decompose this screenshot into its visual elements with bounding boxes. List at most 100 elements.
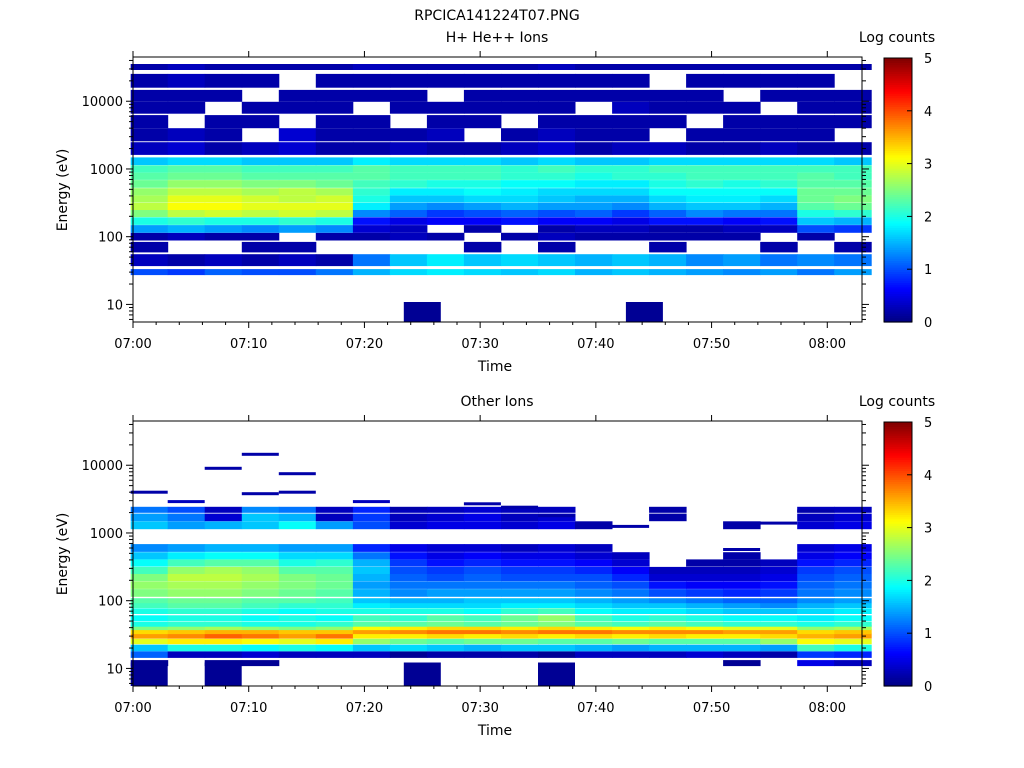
colorbar-segment bbox=[884, 536, 912, 540]
colorbar-segment bbox=[884, 106, 912, 110]
heatmap-cell bbox=[130, 157, 169, 166]
heatmap-cell bbox=[241, 217, 280, 225]
heatmap-cell bbox=[130, 608, 169, 614]
colorbar-segment bbox=[884, 446, 912, 449]
heatmap-cell bbox=[278, 608, 317, 614]
x-tick-label: 07:00 bbox=[114, 701, 151, 716]
heatmap-cell bbox=[426, 559, 465, 567]
heatmap-cell bbox=[612, 552, 650, 560]
colorbar-segment bbox=[884, 137, 912, 140]
heatmap-cell bbox=[686, 172, 724, 180]
heatmap-cell bbox=[315, 598, 354, 604]
heatmap-cell bbox=[686, 89, 724, 102]
heatmap-cell bbox=[204, 603, 243, 608]
colorbar-segment bbox=[884, 609, 912, 612]
heatmap-cell bbox=[389, 232, 428, 241]
heatmap-cell bbox=[760, 64, 798, 70]
heatmap-cell bbox=[538, 566, 576, 574]
heatmap-cell bbox=[463, 633, 502, 639]
heatmap-cell bbox=[130, 89, 169, 102]
heatmap-cell bbox=[797, 544, 835, 552]
heatmap-cell bbox=[167, 165, 206, 173]
heatmap-cell bbox=[797, 651, 835, 658]
heatmap-cell bbox=[278, 559, 317, 567]
heatmap-cell bbox=[797, 210, 835, 218]
heatmap-cell bbox=[352, 115, 391, 129]
heatmap-cell bbox=[315, 165, 354, 173]
heatmap-cell bbox=[612, 142, 650, 155]
colorbar-segment bbox=[884, 461, 912, 465]
colorbar-segment bbox=[884, 77, 912, 81]
colorbar-tick-label: 0 bbox=[924, 316, 932, 331]
heatmap-cell bbox=[278, 574, 317, 582]
heatmap-cell bbox=[612, 64, 650, 70]
heatmap-cell bbox=[538, 506, 576, 513]
colorbar-segment bbox=[884, 108, 912, 112]
heatmap-cell bbox=[204, 128, 243, 142]
heatmap-cell bbox=[649, 589, 687, 597]
heatmap-cell bbox=[315, 629, 354, 635]
heatmap-cell bbox=[612, 210, 650, 218]
heatmap-cell bbox=[167, 589, 206, 597]
heatmap-cell bbox=[426, 651, 465, 658]
heatmap-cell bbox=[278, 210, 317, 218]
heatmap-cell bbox=[315, 625, 354, 631]
heatmap-cell bbox=[241, 210, 280, 218]
heatmap-cell bbox=[649, 232, 687, 241]
heatmap-cell bbox=[797, 660, 835, 667]
colorbar-segment bbox=[884, 124, 912, 127]
heatmap-cell bbox=[315, 180, 354, 188]
colorbar-segment bbox=[884, 264, 912, 268]
heatmap-cell bbox=[723, 232, 761, 241]
heatmap-cell bbox=[426, 633, 465, 639]
heatmap-cell bbox=[760, 254, 798, 267]
heatmap-cell bbox=[797, 157, 835, 166]
colorbar-segment bbox=[884, 657, 912, 661]
colorbar-segment bbox=[884, 441, 912, 445]
heatmap-cell bbox=[649, 651, 687, 658]
colorbar: 0 1 2 3 4 5 bbox=[883, 52, 932, 331]
colorbar-segment bbox=[884, 234, 912, 237]
heatmap-cell bbox=[204, 73, 243, 88]
heatmap-cell bbox=[575, 621, 613, 627]
heatmap-cell bbox=[389, 202, 428, 210]
colorbar-segment bbox=[884, 457, 912, 460]
colorbar-segment bbox=[884, 481, 912, 485]
heatmap-cell bbox=[463, 165, 502, 173]
heatmap-cell bbox=[130, 73, 169, 88]
heatmap-cell bbox=[315, 638, 354, 645]
heatmap-cell bbox=[612, 633, 650, 639]
heatmap-cell bbox=[352, 638, 391, 645]
heatmap-cell bbox=[426, 589, 465, 597]
colorbar-segment bbox=[884, 532, 912, 535]
colorbar-segment bbox=[884, 95, 912, 99]
heatmap-cell bbox=[649, 142, 687, 155]
heatmap-cell bbox=[167, 608, 206, 614]
colorbar-segment bbox=[884, 256, 912, 259]
heatmap-cell bbox=[241, 552, 280, 560]
heatmap-cell bbox=[463, 552, 502, 560]
heatmap-cell bbox=[575, 651, 613, 658]
heatmap-cell bbox=[130, 629, 169, 635]
heatmap-cell bbox=[463, 598, 502, 604]
heatmap-cell bbox=[538, 232, 576, 241]
heatmap-cell bbox=[315, 574, 354, 582]
colorbar-segment bbox=[884, 132, 912, 136]
colorbar-segment bbox=[884, 295, 912, 299]
heatmap-cell bbox=[167, 625, 206, 631]
colorbar-segment bbox=[884, 203, 912, 206]
heatmap-cell bbox=[501, 629, 539, 635]
heatmap-cell bbox=[612, 629, 650, 635]
heatmap-cell bbox=[426, 64, 465, 70]
heatmap-cell bbox=[575, 172, 613, 180]
heatmap-cell bbox=[612, 603, 650, 608]
heatmap-cell bbox=[501, 64, 539, 70]
heatmap-cell bbox=[278, 128, 317, 142]
heatmap-cell bbox=[463, 254, 502, 267]
heatmap-cell bbox=[204, 544, 243, 552]
heatmap-cell bbox=[501, 202, 539, 210]
heatmap-cell bbox=[501, 180, 539, 188]
colorbar-segment bbox=[884, 304, 912, 308]
colorbar-segment bbox=[884, 593, 912, 597]
heatmap-cell bbox=[130, 581, 169, 589]
